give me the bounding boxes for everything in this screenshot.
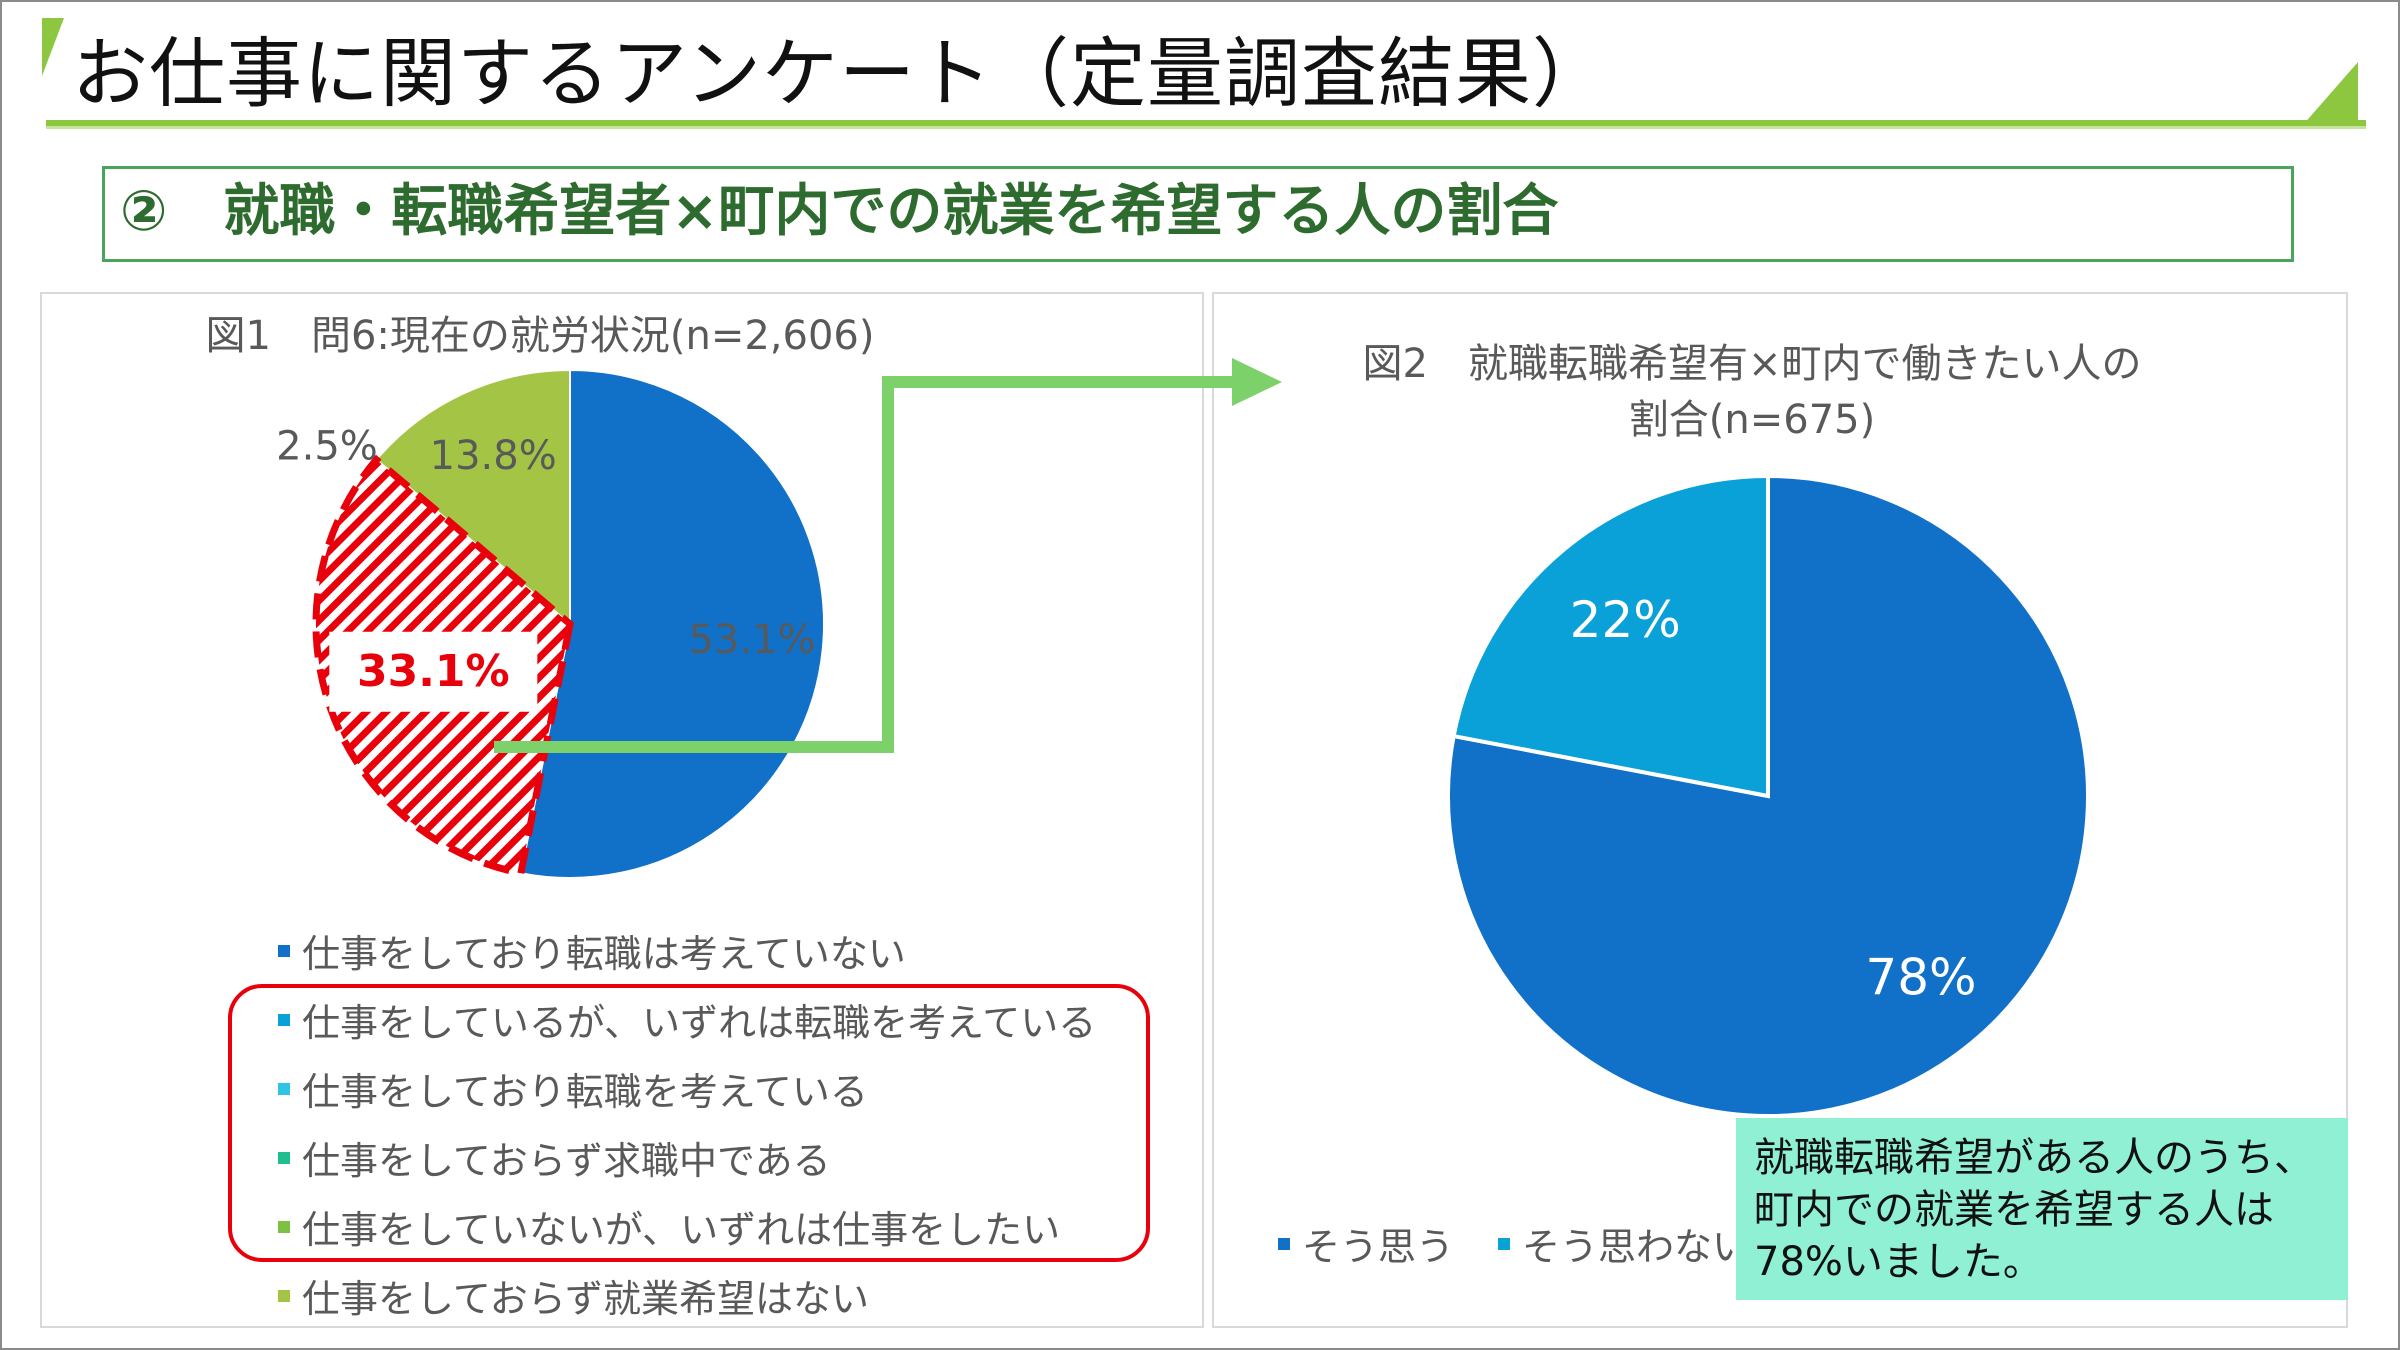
- legend-label: そう思わない: [1522, 1225, 1751, 1269]
- legend-swatch: [278, 1151, 290, 1164]
- legend-label: 仕事をしておらず求職中である: [302, 1139, 831, 1183]
- legend-item: 仕事をしておらず求職中である: [278, 1123, 1096, 1192]
- pie-chart-1: 53.1% 13.8% 2.5% 33.1%: [276, 368, 825, 879]
- legend-label: 仕事をしているが、いずれは転職を考えている: [302, 1001, 1097, 1045]
- legend-swatch: [1278, 1237, 1290, 1250]
- flow-arrow-line: [494, 376, 1234, 753]
- legend-label: 仕事をしており転職を考えている: [302, 1070, 868, 1114]
- legend-swatch: [278, 1082, 290, 1095]
- pie-data-label: 22%: [1570, 591, 1681, 649]
- legend-label: 仕事をしていないが、いずれは仕事をしたい: [302, 1208, 1061, 1252]
- pie1-group-label-bg: [329, 631, 538, 712]
- pie1-slice: [374, 368, 571, 627]
- subtitle-box: [102, 166, 2294, 262]
- legend-label: 仕事をしておらず就業希望はない: [302, 1277, 869, 1321]
- chart1-legend: 仕事をしており転職は考えていない 仕事をしているが、いずれは転職を考えている 仕…: [278, 916, 1096, 1330]
- callout-note: 就職転職希望がある人のうち、 町内での就業を希望する人は 78%いました。: [1736, 1118, 2348, 1300]
- legend-swatch: [278, 1289, 290, 1302]
- page-title: お仕事に関するアンケート（定量調査結果）: [72, 29, 1609, 118]
- chart2-title: 図2 就職転職希望有×町内で働きたい人の 割合(n=675): [1362, 341, 2142, 443]
- pie-data-label: 2.5%: [276, 424, 378, 470]
- pie-data-label: 53.1%: [688, 617, 815, 663]
- pie-data-label: 33.1%: [357, 646, 510, 697]
- legend-label: 仕事をしており転職は考えていない: [302, 932, 906, 976]
- title-corner-icon: [2302, 62, 2358, 126]
- legend-item: そう思う: [1278, 1216, 1454, 1271]
- legend-swatch: [278, 1220, 290, 1233]
- section-subtitle: ② 就職・転職希望者×町内での就業を希望する人の割合: [120, 179, 1559, 244]
- flow-arrow-head-icon: [1232, 358, 1282, 406]
- pie-data-label: 78%: [1865, 948, 1976, 1006]
- legend-swatch: [278, 944, 290, 957]
- legend-item: 仕事をしておらず就業希望はない: [278, 1261, 1096, 1330]
- title-underline: [46, 120, 2366, 126]
- legend-swatch: [1498, 1237, 1511, 1250]
- pie-chart-2: 78% 22%: [1446, 473, 2091, 1118]
- title-accent-icon: [42, 18, 64, 76]
- title-underline-shadow: [46, 126, 2366, 129]
- pie-data-label: 13.8%: [430, 433, 557, 479]
- chart1-title: 図1 問6:現在の就労状況(n=2,606): [205, 313, 875, 359]
- pie2-slice: [1451, 473, 1770, 799]
- legend-item: そう思わない: [1498, 1216, 1750, 1271]
- legend-item: 仕事をしていないが、いずれは仕事をしたい: [278, 1192, 1096, 1261]
- chart2-legend: そう思う そう思わない: [1278, 1216, 1794, 1271]
- legend-item: 仕事をしているが、いずれは転職を考えている: [278, 985, 1096, 1054]
- legend-highlight-box: [228, 984, 1150, 1262]
- legend-item: 仕事をしており転職を考えている: [278, 1054, 1096, 1123]
- legend-swatch: [278, 1013, 290, 1026]
- legend-label: そう思う: [1302, 1225, 1455, 1269]
- legend-item: 仕事をしており転職は考えていない: [278, 916, 1096, 985]
